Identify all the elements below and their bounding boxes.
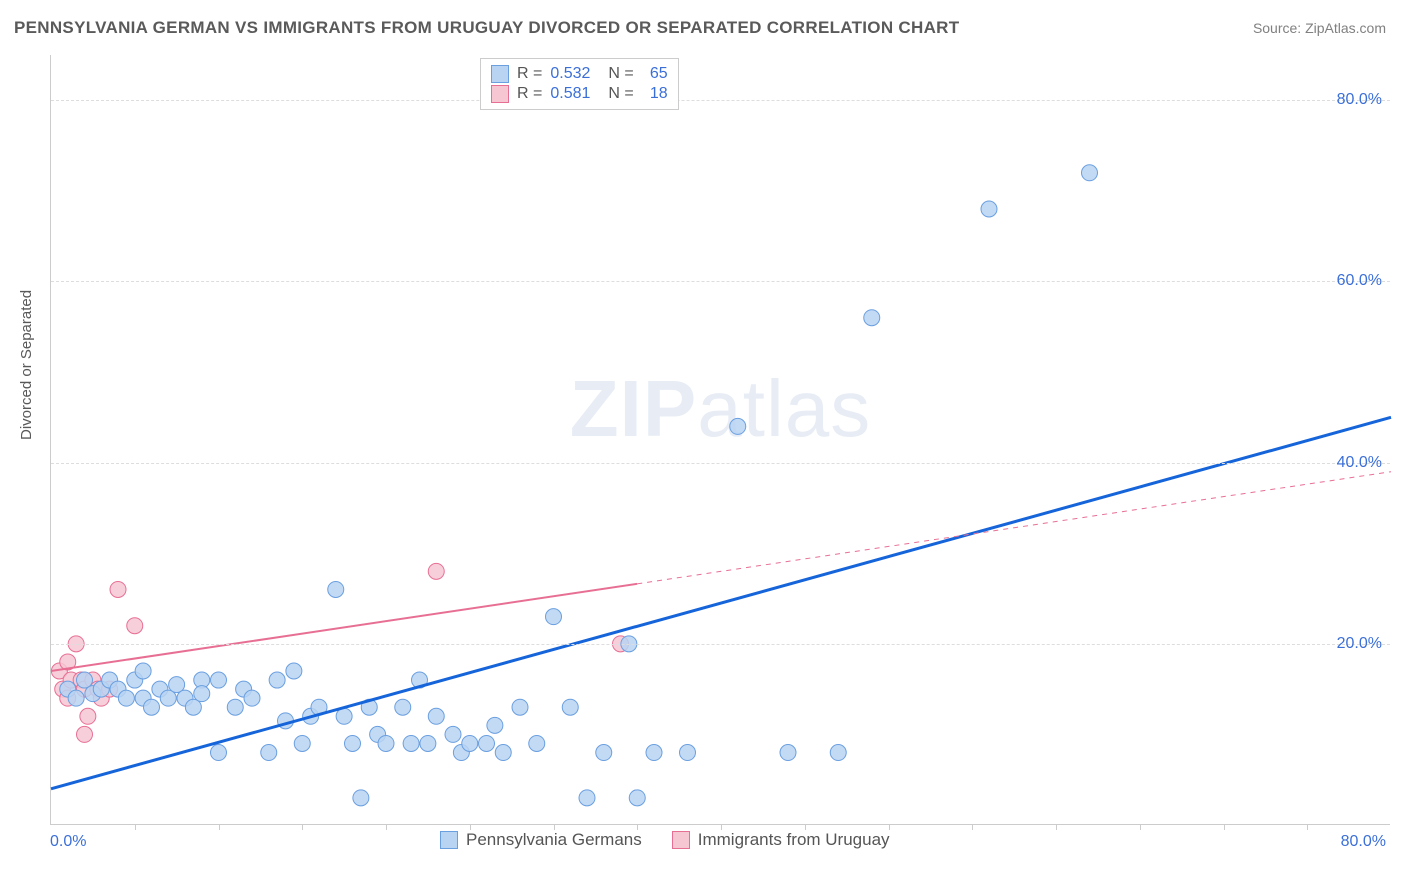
data-point: [596, 745, 612, 761]
data-point: [80, 708, 96, 724]
correlation-chart: PENNSYLVANIA GERMAN VS IMMIGRANTS FROM U…: [0, 0, 1406, 892]
data-point: [328, 581, 344, 597]
data-point: [529, 735, 545, 751]
data-point: [512, 699, 528, 715]
x-tick: [1140, 824, 1141, 830]
gridline: [51, 644, 1390, 645]
legend-label: Immigrants from Uruguay: [698, 830, 890, 850]
data-point: [194, 686, 210, 702]
data-point: [286, 663, 302, 679]
data-point: [118, 690, 134, 706]
x-tick: [135, 824, 136, 830]
data-point: [127, 618, 143, 634]
gridline: [51, 463, 1390, 464]
data-point: [353, 790, 369, 806]
data-point: [378, 735, 394, 751]
legend-swatch: [672, 831, 690, 849]
data-point: [629, 790, 645, 806]
x-axis-max-label: 80.0%: [1341, 833, 1386, 851]
stats-legend: R = 0.532 N = 65 R = 0.581 N = 18: [480, 58, 679, 110]
legend-item: Pennsylvania Germans: [440, 830, 642, 850]
x-axis-min-label: 0.0%: [50, 833, 86, 851]
data-point: [428, 563, 444, 579]
n-label: N =: [608, 65, 633, 83]
data-point: [680, 745, 696, 761]
legend-swatch: [491, 85, 509, 103]
data-point: [345, 735, 361, 751]
data-point: [110, 581, 126, 597]
data-point: [77, 726, 93, 742]
y-tick-label: 40.0%: [1337, 454, 1382, 472]
r-value: 0.532: [550, 65, 600, 83]
plot-area: ZIPatlas 20.0%40.0%60.0%80.0%: [50, 55, 1390, 825]
x-tick: [1224, 824, 1225, 830]
data-point: [68, 690, 84, 706]
data-point: [864, 310, 880, 326]
legend-label: Pennsylvania Germans: [466, 830, 642, 850]
y-tick-label: 60.0%: [1337, 272, 1382, 290]
data-point: [780, 745, 796, 761]
legend-swatch: [491, 65, 509, 83]
data-point: [579, 790, 595, 806]
x-tick: [1056, 824, 1057, 830]
data-point: [135, 663, 151, 679]
data-point: [244, 690, 260, 706]
data-point: [420, 735, 436, 751]
data-point: [428, 708, 444, 724]
data-point: [479, 735, 495, 751]
data-point: [562, 699, 578, 715]
source-attribution: Source: ZipAtlas.com: [1253, 20, 1386, 36]
data-point: [981, 201, 997, 217]
y-tick-label: 20.0%: [1337, 635, 1382, 653]
n-label: N =: [608, 85, 633, 103]
data-point: [144, 699, 160, 715]
data-point: [211, 745, 227, 761]
y-tick-label: 80.0%: [1337, 91, 1382, 109]
plot-svg: [51, 55, 1390, 824]
data-point: [730, 418, 746, 434]
data-point: [261, 745, 277, 761]
data-point: [395, 699, 411, 715]
r-label: R =: [517, 65, 542, 83]
data-point: [336, 708, 352, 724]
x-tick: [219, 824, 220, 830]
r-label: R =: [517, 85, 542, 103]
data-point: [487, 717, 503, 733]
data-point: [646, 745, 662, 761]
n-value: 65: [642, 65, 668, 83]
data-point: [1082, 165, 1098, 181]
data-point: [495, 745, 511, 761]
stats-legend-row: R = 0.532 N = 65: [491, 64, 668, 84]
data-point: [462, 735, 478, 751]
data-point: [546, 609, 562, 625]
x-tick: [1307, 824, 1308, 830]
data-point: [227, 699, 243, 715]
data-point: [211, 672, 227, 688]
stats-legend-row: R = 0.581 N = 18: [491, 84, 668, 104]
chart-title: PENNSYLVANIA GERMAN VS IMMIGRANTS FROM U…: [14, 18, 959, 38]
series-legend: Pennsylvania Germans Immigrants from Urug…: [440, 830, 890, 850]
r-value: 0.581: [550, 85, 600, 103]
data-point: [269, 672, 285, 688]
legend-swatch: [440, 831, 458, 849]
data-point: [830, 745, 846, 761]
data-point: [294, 735, 310, 751]
data-point: [403, 735, 419, 751]
x-tick: [386, 824, 387, 830]
x-tick: [972, 824, 973, 830]
n-value: 18: [642, 85, 668, 103]
y-axis-title: Divorced or Separated: [18, 290, 35, 440]
data-point: [445, 726, 461, 742]
gridline: [51, 100, 1390, 101]
gridline: [51, 281, 1390, 282]
x-tick: [302, 824, 303, 830]
legend-item: Immigrants from Uruguay: [672, 830, 890, 850]
